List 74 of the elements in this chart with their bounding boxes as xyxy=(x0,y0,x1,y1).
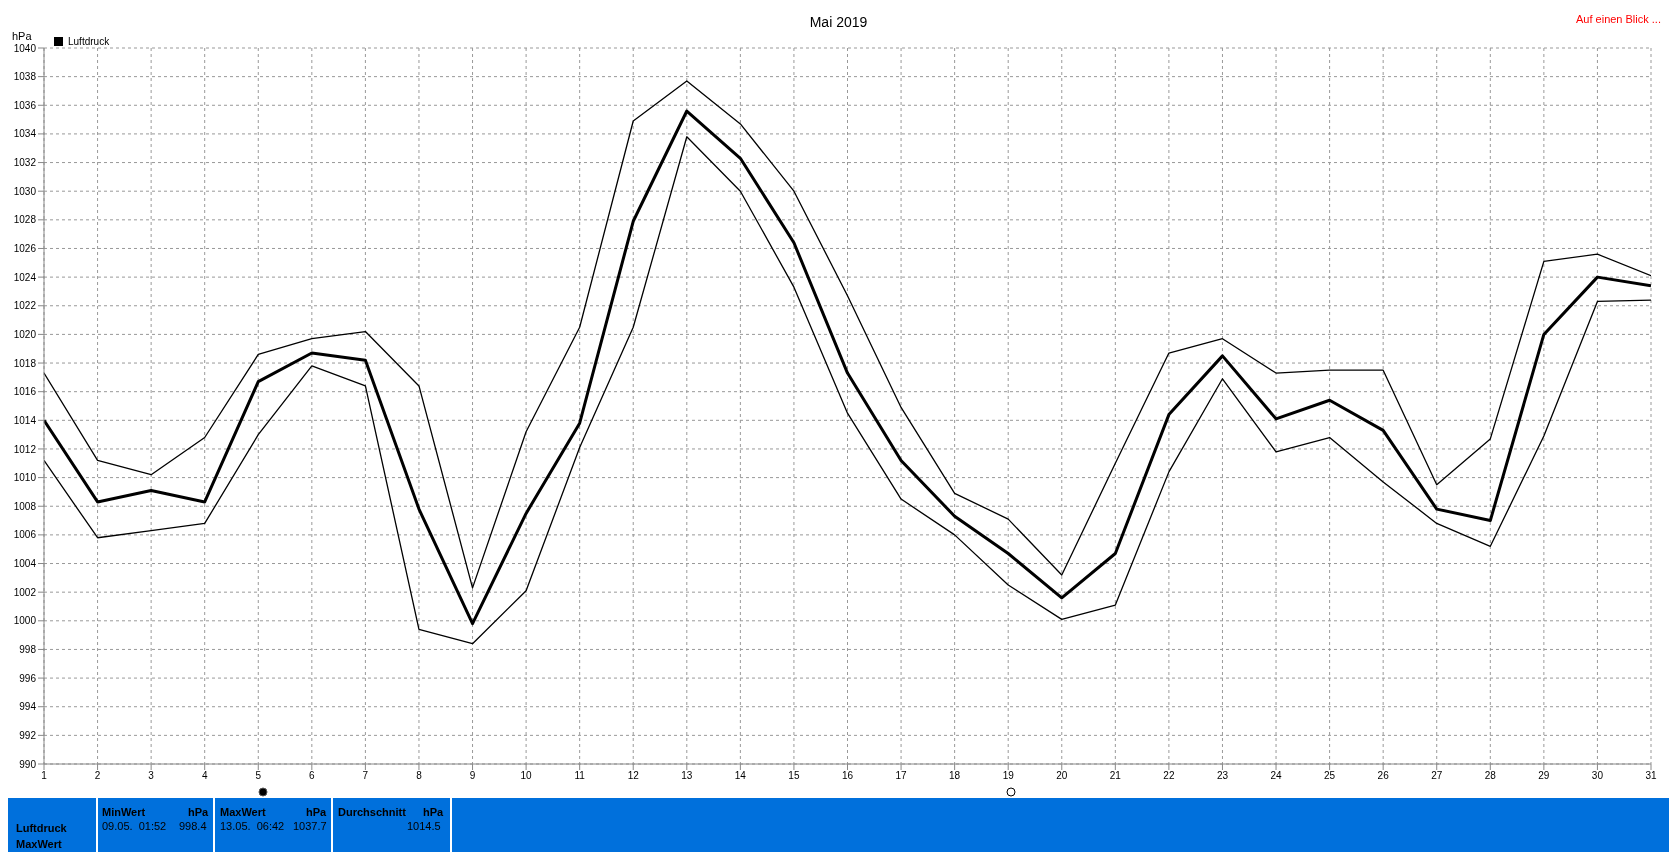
x-tick-label: 6 xyxy=(309,770,316,782)
y-tick-label: 996 xyxy=(19,672,37,684)
text: 1037.7 xyxy=(293,820,327,832)
y-tick-label: 1014 xyxy=(13,414,37,426)
x-tick-label: 14 xyxy=(734,770,747,782)
x-tick-label: 13 xyxy=(681,770,693,782)
x-tick-label: 24 xyxy=(1270,770,1283,782)
y-tick-label: 1028 xyxy=(13,214,37,226)
text: 09.05. 01:52 xyxy=(102,820,167,832)
x-tick-label: 29 xyxy=(1538,770,1550,782)
text: hPa xyxy=(188,806,209,818)
y-tick-label: 1018 xyxy=(13,357,37,369)
x-tick-label: 18 xyxy=(949,770,961,782)
y-tick-label: 1008 xyxy=(13,500,37,512)
y-tick-label: 1032 xyxy=(13,157,37,169)
x-tick-label: 11 xyxy=(574,770,586,782)
y-axis-title: hPa xyxy=(12,30,32,42)
y-tick-label: 1000 xyxy=(13,615,37,627)
x-tick-label: 31 xyxy=(1645,770,1657,782)
y-tick-label: 1034 xyxy=(13,128,37,140)
x-tick-label: 28 xyxy=(1484,770,1497,782)
x-tick-label: 7 xyxy=(362,770,369,782)
x-tick-label: 2 xyxy=(94,770,101,782)
y-tick-label: 1016 xyxy=(13,386,37,398)
y-tick-label: 994 xyxy=(19,701,37,713)
x-tick-label: 9 xyxy=(469,770,476,782)
legend-label: Luftdruck xyxy=(67,36,110,47)
x-tick-label: 25 xyxy=(1324,770,1336,782)
text: hPa xyxy=(423,806,444,818)
y-tick-label: 998 xyxy=(19,643,37,655)
y-tick-label: 1006 xyxy=(13,529,37,541)
x-tick-label: 17 xyxy=(895,770,908,782)
y-tick-label: 1036 xyxy=(13,99,37,111)
y-tick-label: 1038 xyxy=(13,71,37,83)
x-tick-label: 4 xyxy=(201,770,208,782)
text: MaxWert xyxy=(220,806,266,818)
y-tick-label: 1002 xyxy=(13,586,37,598)
x-tick-label: 8 xyxy=(416,770,423,782)
y-tick-label: 1004 xyxy=(13,558,37,570)
x-tick-label: 30 xyxy=(1591,770,1604,782)
x-tick-label: 19 xyxy=(1002,770,1015,782)
x-tick-label: 26 xyxy=(1377,770,1390,782)
text: Luftdruck xyxy=(16,822,67,834)
y-tick-label: 990 xyxy=(19,758,37,770)
y-tick-label: 1022 xyxy=(13,300,37,312)
x-tick-label: 27 xyxy=(1431,770,1443,782)
y-tick-label: 1010 xyxy=(13,472,37,484)
x-tick-label: 1 xyxy=(41,770,48,782)
text: 998.4 xyxy=(179,820,207,832)
text: Durchschnitt xyxy=(338,806,406,818)
text: 13.05. 06:42 xyxy=(220,820,285,832)
x-tick-label: 5 xyxy=(255,770,262,782)
y-tick-label: 1040 xyxy=(13,42,37,54)
x-tick-label: 22 xyxy=(1163,770,1175,782)
x-tick-label: 21 xyxy=(1109,770,1122,782)
text: MinWert xyxy=(102,806,146,818)
x-tick-label: 12 xyxy=(627,770,640,782)
text: 1014.5 xyxy=(407,820,441,832)
y-tick-label: 1020 xyxy=(13,328,37,340)
x-tick-label: 15 xyxy=(788,770,800,782)
y-tick-label: 1024 xyxy=(13,271,37,283)
chart-title: Mai 2019 xyxy=(809,14,868,30)
x-tick-label: 23 xyxy=(1216,770,1229,782)
x-tick-label: 20 xyxy=(1056,770,1068,782)
text: Auf einen Blick ... xyxy=(1576,13,1661,25)
y-tick-label: 992 xyxy=(19,729,37,741)
y-tick-label: 1026 xyxy=(13,243,37,255)
x-tick-label: 16 xyxy=(841,770,854,782)
x-tick-label: 10 xyxy=(520,770,533,782)
y-tick-label: 1030 xyxy=(13,185,37,197)
text: hPa xyxy=(306,806,327,818)
x-tick-label: 3 xyxy=(148,770,155,782)
text: MaxWert xyxy=(16,838,62,850)
y-tick-label: 1012 xyxy=(13,443,37,455)
